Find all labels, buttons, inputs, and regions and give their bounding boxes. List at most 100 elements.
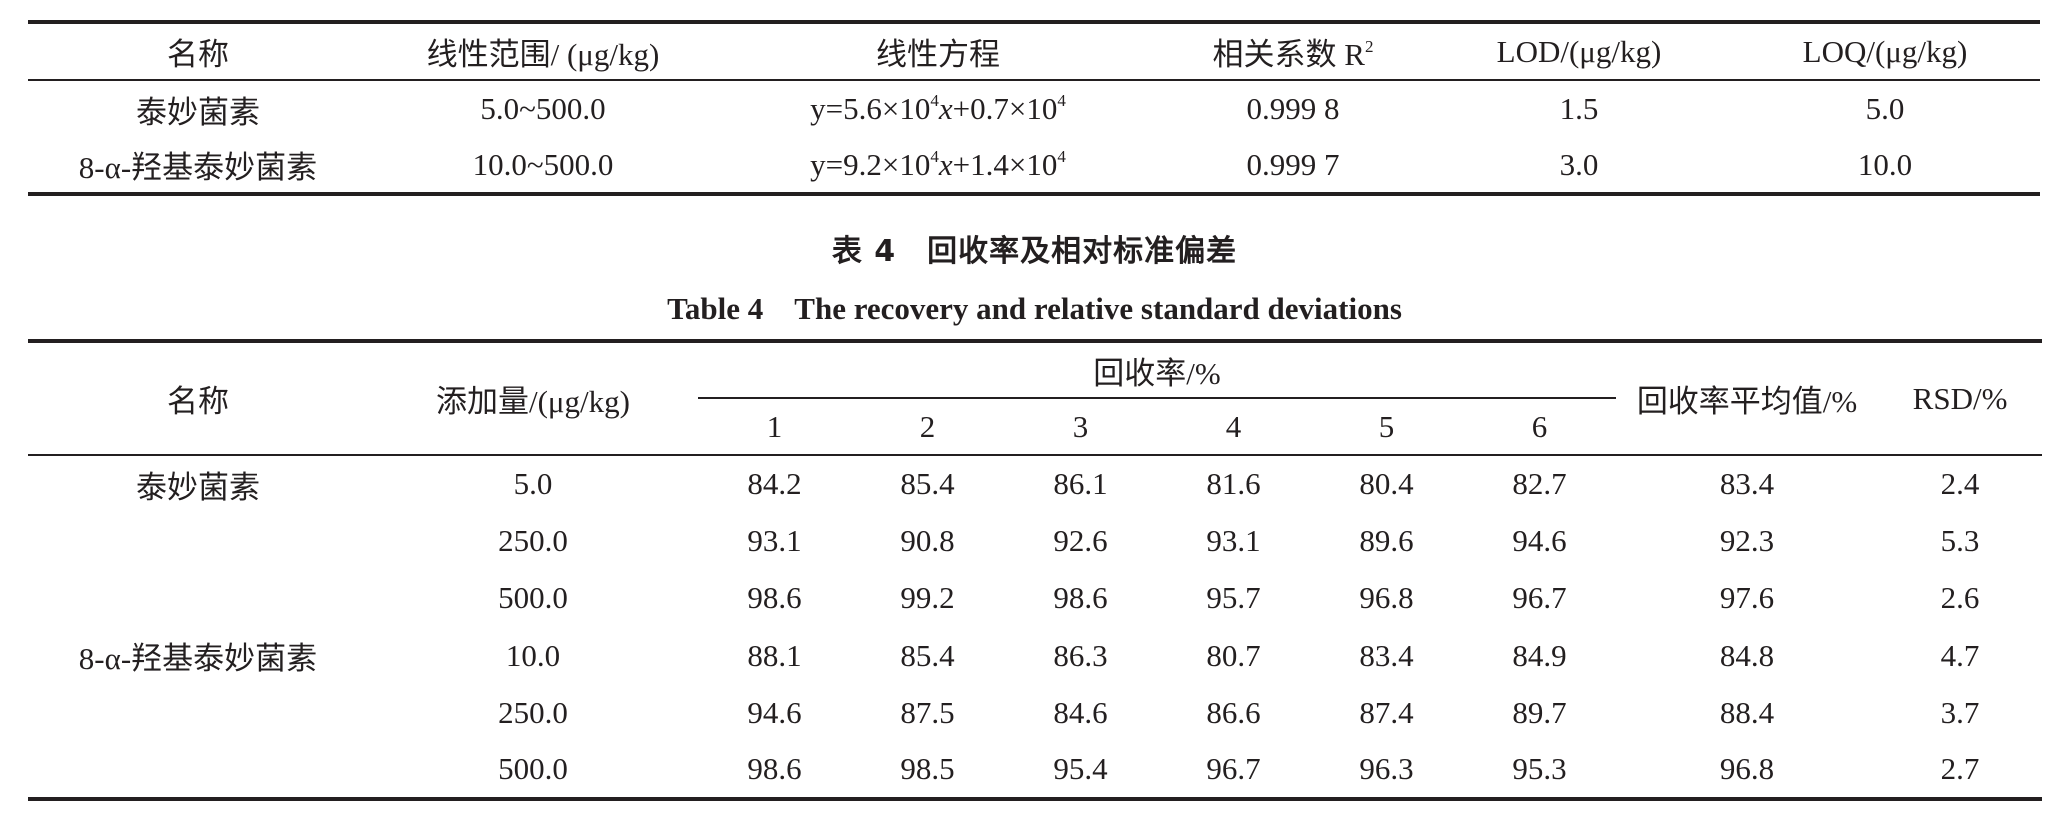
eq-part-b: +1.4×10 [952,146,1058,182]
cell-name: 8-α-羟基泰妙菌素 [78,150,318,185]
cell-recovery-5: 87.4 [1359,694,1414,730]
cell-recovery-6: 96.7 [1512,580,1567,616]
cell-recovery-2: 85.4 [900,637,955,673]
eq-exp-a: 4 [930,91,939,111]
table-row: 500.0 98.6 99.2 98.6 95.7 96.8 96.7 97.6… [28,570,2042,627]
header-mean-recovery: 回收率平均值/% [1636,384,1858,419]
cell-name [28,512,368,569]
cell-recovery-4: 80.7 [1206,637,1261,673]
header-replicate-5: 5 [1378,408,1395,444]
header-replicate-3: 3 [1072,408,1089,444]
table-4-caption-english: Table 4 The recovery and relative standa… [667,291,1402,326]
table-row: 8-α-羟基泰妙菌素 10.0 88.1 85.4 86.3 80.7 83.4… [28,627,2042,684]
cell-mean: 83.4 [1719,466,1775,502]
cell-recovery-4: 95.7 [1206,580,1261,616]
header-recovery: 回收率/% [698,341,1617,399]
linearity-table-header: 名称 线性范围/ (μg/kg) 线性方程 相关系数 R2 LOD/(μg/kg… [28,22,2040,80]
cell-recovery-3: 98.6 [1053,580,1108,616]
cell-recovery-5: 96.3 [1359,751,1414,787]
header-correlation-sup: 2 [1364,37,1374,57]
eq-exp-a: 4 [930,146,939,166]
header-name: 名称 [167,384,229,419]
cell-added: 250.0 [498,522,568,558]
table-row: 250.0 93.1 90.8 92.6 93.1 89.6 94.6 92.3… [28,512,2042,569]
header-loq: LOQ/(μg/kg) [1802,33,1968,69]
cell-name: 8-α-羟基泰妙菌素 [78,641,318,677]
eq-part-b: +0.7×10 [952,91,1058,126]
cell-recovery-3: 84.6 [1053,694,1108,730]
cell-recovery-5: 96.8 [1359,580,1414,616]
cell-rsd: 2.4 [1940,466,1980,502]
cell-mean: 88.4 [1719,694,1775,730]
header-linear-range: 线性范围/ (μg/kg) [426,37,660,72]
cell-recovery-1: 84.2 [747,466,802,502]
cell-recovery-1: 98.6 [747,751,802,787]
cell-loq: 5.0 [1865,91,1905,126]
header-name: 名称 [167,37,229,72]
cell-added: 5.0 [513,466,553,502]
cell-recovery-1: 93.1 [747,522,802,558]
cell-recovery-6: 84.9 [1512,637,1567,673]
eq-exp-b: 4 [1057,91,1066,111]
header-replicate-4: 4 [1225,408,1242,444]
cell-rsd: 2.7 [1940,751,1980,787]
header-replicate-6: 6 [1531,408,1548,444]
table-row: 8-α-羟基泰妙菌素 10.0~500.0 y=9.2×104x+1.4×104… [28,137,2040,194]
eq-part-a: y=9.2×10 [810,146,931,182]
cell-recovery-5: 83.4 [1359,637,1414,673]
cell-recovery-6: 89.7 [1512,694,1567,730]
header-correlation-label: 相关系数 R [1212,37,1365,72]
table-row: 泰妙菌素 5.0~500.0 y=5.6×104x+0.7×104 0.999 … [28,80,2040,137]
header-added-amount: 添加量/(μg/kg) [436,384,630,419]
cell-equation: y=5.6×104x+0.7×104 [718,80,1158,137]
cell-recovery-5: 80.4 [1359,466,1414,502]
cell-recovery-4: 96.7 [1206,751,1261,787]
cell-lod: 3.0 [1559,146,1599,182]
cell-mean: 96.8 [1719,751,1775,787]
linearity-table: 名称 线性范围/ (μg/kg) 线性方程 相关系数 R2 LOD/(μg/kg… [28,20,2040,196]
cell-recovery-1: 88.1 [747,637,802,673]
cell-recovery-3: 86.3 [1053,637,1108,673]
eq-var-x: x [938,91,953,126]
table-row: 250.0 94.6 87.5 84.6 86.6 87.4 89.7 88.4… [28,684,2042,741]
cell-rsd: 3.7 [1940,694,1980,730]
cell-name: 泰妙菌素 [136,94,260,130]
cell-equation: y=9.2×104x+1.4×104 [718,137,1158,194]
cell-mean: 97.6 [1719,580,1775,616]
cell-recovery-6: 94.6 [1512,522,1567,558]
cell-recovery-6: 95.3 [1512,751,1567,787]
eq-exp-b: 4 [1057,146,1066,166]
table-row: 泰妙菌素 5.0 84.2 85.4 86.1 81.6 80.4 82.7 8… [28,455,2042,512]
cell-name: 泰妙菌素 [136,469,260,505]
cell-added: 500.0 [498,580,568,616]
cell-name [28,684,368,741]
cell-rsd: 2.6 [1940,580,1980,616]
cell-loq: 10.0 [1857,146,1913,182]
cell-recovery-2: 98.5 [900,751,955,787]
cell-recovery-2: 90.8 [900,522,955,558]
recovery-table-body: 泰妙菌素 5.0 84.2 85.4 86.1 81.6 80.4 82.7 8… [28,455,2043,799]
cell-mean: 84.8 [1719,637,1775,673]
cell-recovery-4: 93.1 [1206,522,1261,558]
recovery-table: 名称 添加量/(μg/kg) 回收率/% 回收率平均值/% RSD/% 1 2 … [28,339,2043,801]
cell-recovery-6: 82.7 [1512,466,1567,502]
cell-recovery-1: 94.6 [747,694,802,730]
cell-rsd: 4.7 [1940,637,1980,673]
table-4-caption-chinese: 表 4 回收率及相对标准偏差 [831,234,1238,269]
cell-added: 500.0 [498,751,568,787]
header-lod: LOD/(μg/kg) [1496,33,1662,69]
cell-r2: 0.999 7 [1246,146,1340,182]
cell-added: 250.0 [498,694,568,730]
cell-recovery-4: 81.6 [1206,466,1261,502]
cell-name [28,570,368,627]
eq-var-x: x [938,146,953,182]
cell-recovery-5: 89.6 [1359,522,1414,558]
cell-rsd: 5.3 [1940,522,1980,558]
header-replicate-1: 1 [766,408,783,444]
cell-added: 10.0 [505,637,561,673]
cell-range: 10.0~500.0 [472,146,614,182]
eq-part-a: y=5.6×10 [810,91,931,126]
recovery-table-header: 名称 添加量/(μg/kg) 回收率/% 回收率平均值/% RSD/% 1 2 … [28,341,2043,455]
cell-recovery-3: 92.6 [1053,522,1108,558]
cell-recovery-2: 99.2 [900,580,955,616]
